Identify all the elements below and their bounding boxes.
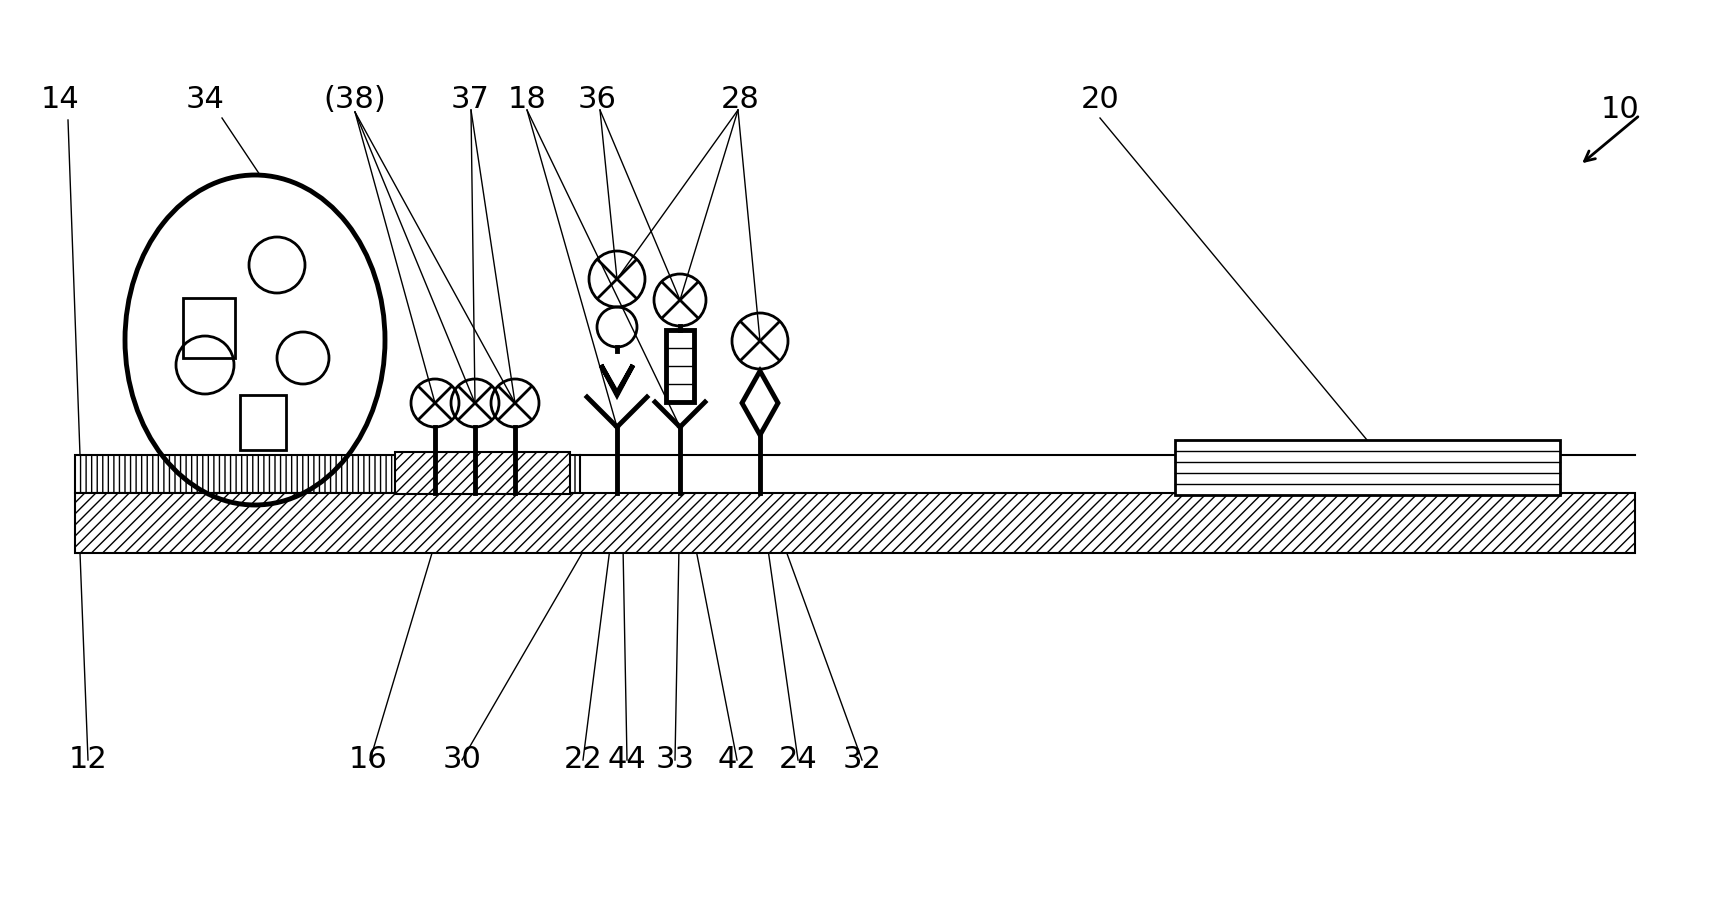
Bar	[395, 452, 571, 494]
Text: 22: 22	[564, 745, 602, 775]
Text: 33: 33	[656, 745, 694, 775]
Text: 10: 10	[1601, 95, 1639, 124]
Text: 16: 16	[349, 745, 388, 775]
Bar	[75, 493, 1636, 553]
Text: 28: 28	[721, 85, 759, 114]
Text: 14: 14	[41, 85, 79, 114]
Text: 36: 36	[578, 85, 617, 114]
Bar	[75, 455, 579, 493]
Text: 34: 34	[186, 85, 224, 114]
Text: 42: 42	[718, 745, 757, 775]
Text: 18: 18	[508, 85, 547, 114]
Bar	[1176, 440, 1560, 495]
Bar	[239, 395, 285, 450]
Bar	[183, 298, 236, 358]
Text: 20: 20	[1080, 85, 1119, 114]
Bar	[667, 330, 694, 402]
Text: (38): (38)	[323, 85, 386, 114]
Text: 30: 30	[443, 745, 482, 775]
Text: 12: 12	[68, 745, 108, 775]
Text: 32: 32	[843, 745, 882, 775]
Text: 37: 37	[451, 85, 489, 114]
Text: 24: 24	[779, 745, 817, 775]
Text: 44: 44	[608, 745, 646, 775]
